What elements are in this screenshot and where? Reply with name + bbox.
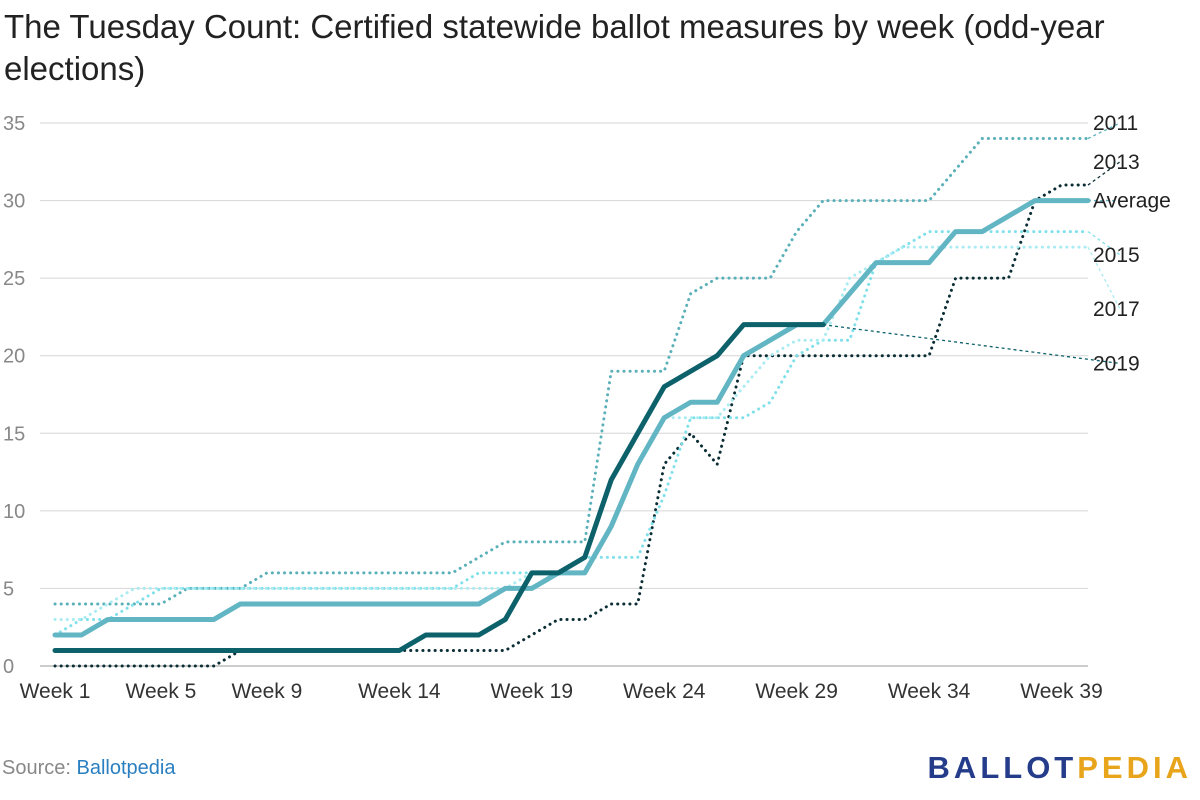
y-tick-label: 5 (3, 578, 14, 600)
y-tick-label: 0 (3, 656, 14, 678)
series-label-2015: 2015 (1093, 244, 1140, 267)
logo-text-pedia: PEDIA (1077, 750, 1192, 785)
x-tick-label: Week 29 (755, 680, 838, 703)
series-labels: 2011 2013 2015 2017 Average 2019 (1093, 112, 1171, 375)
series-line-average (52, 198, 1091, 638)
series-line-2011 (53, 137, 1090, 606)
series-label-average: Average (1093, 190, 1171, 213)
label-connector-2013 (1087, 161, 1121, 186)
series-line-2019 (52, 322, 826, 653)
chart-title: The Tuesday Count: Certified statewide b… (4, 8, 1105, 87)
x-tick-label: Week 9 (231, 680, 302, 703)
series-label-2017: 2017 (1093, 298, 1140, 321)
y-axis: 0 5 10 15 20 25 30 35 (3, 113, 25, 678)
x-tick-label: Week 39 (1020, 680, 1103, 703)
y-tick-label: 35 (3, 113, 25, 135)
y-tick-label: 15 (3, 423, 25, 445)
source-note: Source: Ballotpedia (2, 757, 175, 780)
series-label-2019: 2019 (1093, 352, 1140, 375)
x-tick-label: Week 34 (888, 680, 971, 703)
x-tick-label: Week 19 (491, 680, 574, 703)
ballotpedia-logo: BALLOTPEDIA (928, 750, 1192, 786)
x-axis: Week 1 Week 5 Week 9 Week 14 Week 19 Week 24 W… (20, 680, 1103, 703)
series-label-2013: 2013 (1093, 151, 1140, 174)
label-connector-2015 (1087, 231, 1121, 256)
x-tick-label: Week 1 (20, 680, 91, 703)
source-label: Source: (2, 757, 71, 779)
y-tick-label: 30 (3, 191, 25, 213)
gridlines (40, 122, 1088, 667)
x-tick-label: Week 24 (623, 680, 706, 703)
x-tick-label: Week 14 (358, 680, 441, 703)
source-link[interactable]: Ballotpedia (76, 757, 176, 779)
series-lines (52, 122, 1121, 668)
logo-text-ballot: BALLOT (927, 750, 1078, 785)
series-label-2011: 2011 (1093, 112, 1138, 135)
y-tick-label: 25 (3, 268, 25, 290)
y-tick-label: 20 (3, 346, 25, 368)
label-connector-2019 (823, 324, 1121, 365)
y-tick-label: 10 (3, 501, 25, 523)
x-tick-label: Week 5 (126, 680, 197, 703)
